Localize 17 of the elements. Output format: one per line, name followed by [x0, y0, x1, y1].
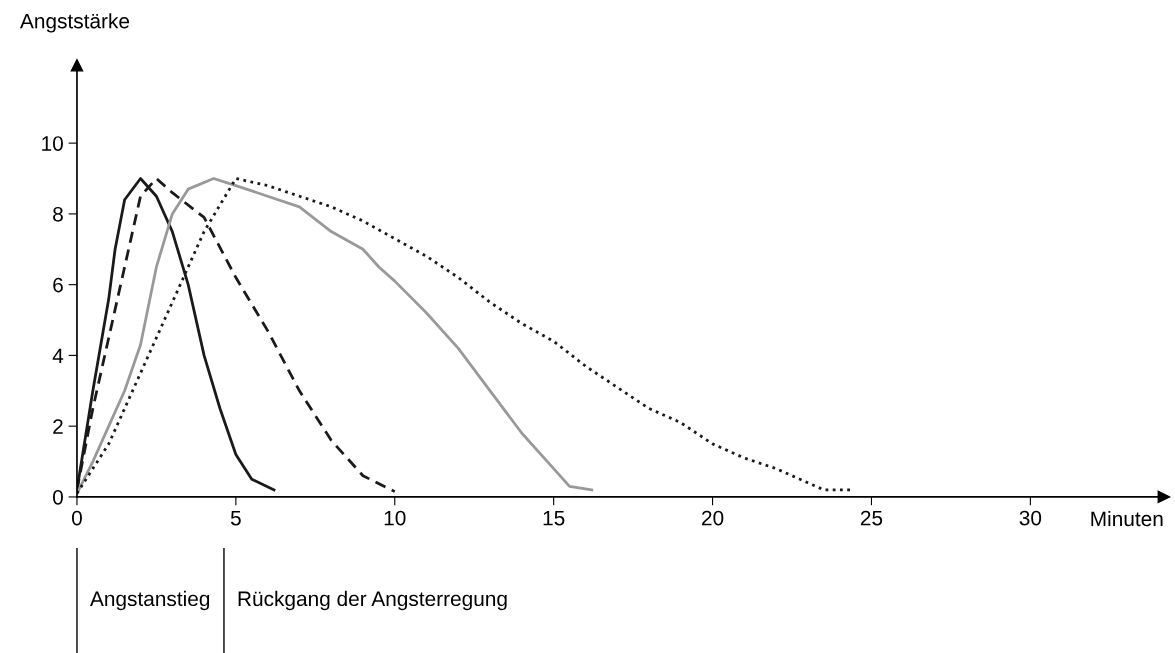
x-tick-label: 20: [702, 510, 724, 526]
y-tick-label: 8: [53, 206, 63, 222]
x-tick-label: 0: [71, 510, 82, 526]
y-tick-label: 2: [53, 419, 63, 434]
x-tick-label: 5: [230, 510, 241, 526]
x-tick-label: 30: [1019, 510, 1042, 526]
x-tick-label: 25: [860, 510, 883, 526]
text: Angstanstieg: [90, 590, 210, 611]
y-tick-label: 0: [53, 489, 63, 505]
y-axis-title: Angststärke: [20, 13, 130, 33]
y-tick-label: 4: [52, 348, 64, 363]
y-tick-label: 10: [42, 136, 63, 151]
x-axis-title: Minuten: [1091, 510, 1163, 527]
x-tick-label: 10: [384, 510, 406, 526]
text: Rückgang der Angsterregung: [238, 590, 507, 611]
x-tick-label: 15: [543, 510, 565, 526]
y-tick-label: 6: [53, 277, 63, 293]
